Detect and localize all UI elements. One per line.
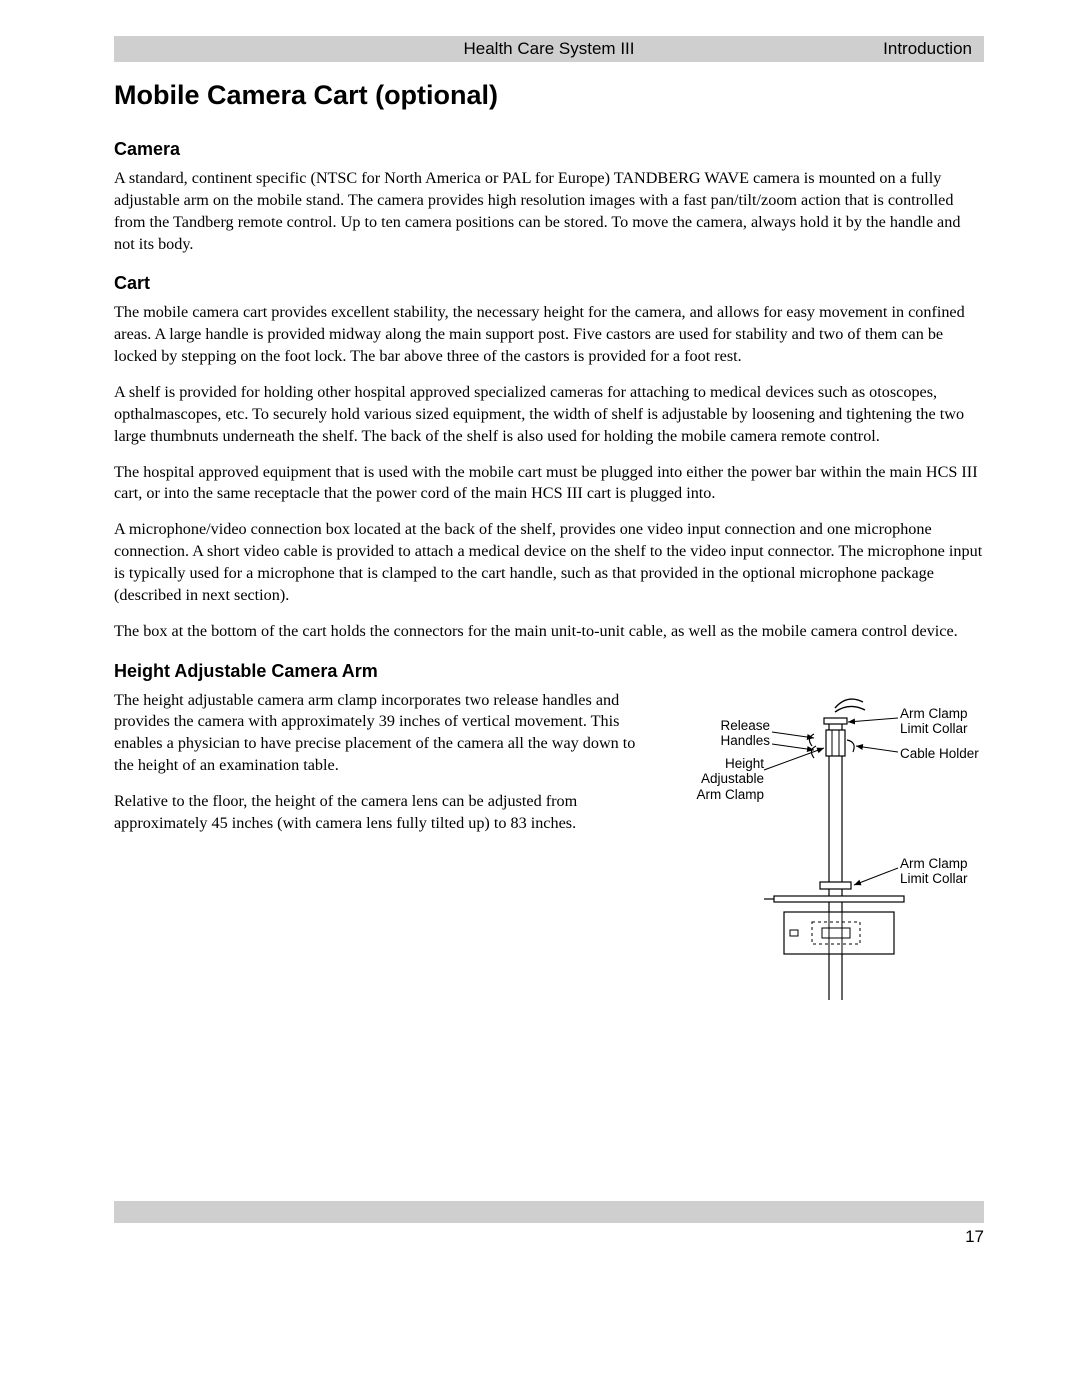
arm-section: The height adjustable camera arm clamp i… [114, 690, 984, 1010]
para-camera-1: A standard, continent specific (NTSC for… [114, 168, 984, 255]
content: Mobile Camera Cart (optional) Camera A s… [114, 80, 984, 1010]
para-cart-1: The mobile camera cart provides excellen… [114, 302, 984, 368]
label-cable-holder: Cable Holder [900, 746, 979, 762]
header-center-text: Health Care System III [114, 39, 984, 59]
heading-arm: Height Adjustable Camera Arm [114, 661, 984, 682]
page: Health Care System III Introduction Mobi… [0, 0, 1080, 1397]
para-cart-2: A shelf is provided for holding other ho… [114, 382, 984, 448]
para-arm-1: The height adjustable camera arm clamp i… [114, 690, 646, 777]
para-cart-4: A microphone/video connection box locate… [114, 519, 984, 606]
para-arm-2: Relative to the floor, the height of the… [114, 791, 646, 835]
para-cart-3: The hospital approved equipment that is … [114, 462, 984, 506]
header-bar: Health Care System III Introduction [114, 36, 984, 62]
arm-text: The height adjustable camera arm clamp i… [114, 690, 646, 1010]
label-release-handles: ReleaseHandles [706, 718, 770, 749]
label-height-adj-clamp: HeightAdjustableArm Clamp [688, 756, 764, 803]
arm-diagram: ReleaseHandles HeightAdjustableArm Clamp… [664, 690, 984, 1010]
para-cart-5: The box at the bottom of the cart holds … [114, 621, 984, 643]
heading-camera: Camera [114, 139, 984, 160]
footer-bar [114, 1201, 984, 1223]
label-arm-clamp-limit-collar-top: Arm ClampLimit Collar [900, 706, 968, 737]
heading-cart: Cart [114, 273, 984, 294]
page-number: 17 [965, 1227, 984, 1247]
page-title: Mobile Camera Cart (optional) [114, 80, 984, 111]
header-right-text: Introduction [883, 39, 972, 59]
label-arm-clamp-limit-collar-bottom: Arm ClampLimit Collar [900, 856, 968, 887]
